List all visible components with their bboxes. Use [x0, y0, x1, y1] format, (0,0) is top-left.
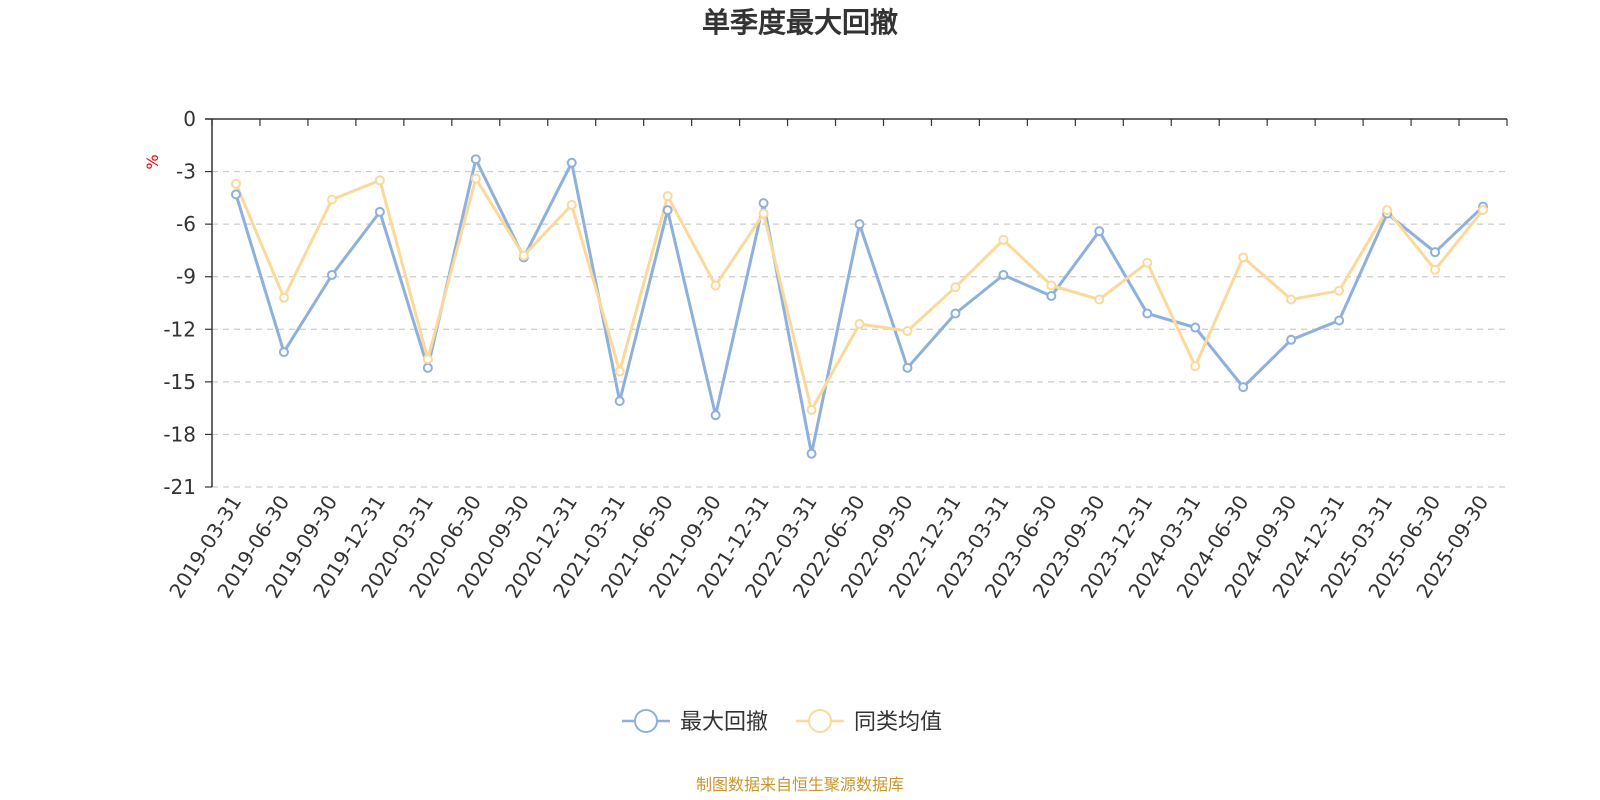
y-tick-label: -3	[176, 160, 196, 184]
chart-title: 单季度最大回撤	[702, 6, 898, 39]
data-point[interactable]	[902, 326, 913, 337]
data-point[interactable]	[1334, 315, 1345, 326]
data-point[interactable]	[710, 280, 721, 291]
data-point[interactable]	[710, 410, 721, 421]
data-point[interactable]	[1334, 285, 1345, 296]
data-point[interactable]	[806, 404, 817, 415]
data-point[interactable]	[230, 178, 241, 189]
data-point[interactable]	[470, 173, 481, 184]
data-point[interactable]	[278, 347, 289, 358]
data-point[interactable]	[806, 448, 817, 459]
y-tick-label: -6	[176, 212, 196, 236]
data-point[interactable]	[518, 250, 529, 261]
y-tick-label: 0	[183, 107, 196, 131]
y-tick-label: -9	[176, 265, 196, 289]
data-point[interactable]	[998, 269, 1009, 280]
data-point[interactable]	[902, 362, 913, 373]
y-tick-label: -18	[163, 422, 196, 446]
data-point[interactable]	[1478, 205, 1489, 216]
legend-label: 同类均值	[854, 710, 942, 735]
x-tick-labels: 2019-03-312019-06-302019-09-302019-12-31…	[164, 491, 1493, 602]
data-point[interactable]	[1430, 264, 1441, 275]
data-point[interactable]	[662, 205, 673, 216]
data-point[interactable]	[662, 191, 673, 202]
grid-lines	[212, 170, 1507, 488]
data-point[interactable]	[854, 219, 865, 230]
data-point[interactable]	[758, 198, 769, 209]
data-point[interactable]	[1190, 361, 1201, 372]
data-point[interactable]	[950, 308, 961, 319]
data-point[interactable]	[1142, 308, 1153, 319]
data-point[interactable]	[470, 154, 481, 165]
y-tick-label: -21	[163, 475, 196, 499]
data-point[interactable]	[758, 208, 769, 219]
data-point[interactable]	[1046, 280, 1057, 291]
data-point[interactable]	[1142, 257, 1153, 268]
data-point[interactable]	[326, 269, 337, 280]
data-point[interactable]	[950, 282, 961, 293]
data-point[interactable]	[1094, 294, 1105, 305]
series-lines	[230, 154, 1489, 459]
data-point[interactable]	[854, 319, 865, 330]
series-line	[234, 177, 1485, 412]
data-point[interactable]	[566, 157, 577, 168]
data-point[interactable]	[614, 366, 625, 377]
data-source-note: 制图数据来自恒生聚源数据库	[696, 775, 904, 794]
y-tick-label: -12	[163, 317, 196, 341]
legend-marker	[808, 709, 832, 733]
y-tick-labels: 0 -3 -6 -9 -12 -15 -18 -21	[163, 107, 196, 499]
data-point[interactable]	[326, 194, 337, 205]
data-point[interactable]	[422, 362, 433, 373]
data-point[interactable]	[1046, 290, 1057, 301]
data-point[interactable]	[614, 396, 625, 407]
data-point[interactable]	[566, 199, 577, 210]
data-point[interactable]	[1430, 247, 1441, 258]
data-point[interactable]	[1286, 294, 1297, 305]
data-point[interactable]	[1286, 334, 1297, 345]
data-point[interactable]	[422, 354, 433, 365]
series-line	[234, 157, 1485, 456]
legend-label: 最大回撤	[680, 710, 768, 735]
data-point[interactable]	[1238, 252, 1249, 263]
y-tick-label: -15	[163, 370, 196, 394]
data-point[interactable]	[998, 234, 1009, 245]
legend-item[interactable]: 同类均值	[796, 709, 942, 735]
legend-item[interactable]: 最大回撤	[622, 709, 768, 735]
data-point[interactable]	[374, 206, 385, 217]
data-point[interactable]	[1238, 382, 1249, 393]
legend-marker	[634, 709, 658, 733]
y-axis-unit-label: %	[143, 154, 162, 169]
data-point[interactable]	[230, 189, 241, 200]
legend[interactable]: 最大回撤 同类均值	[622, 709, 942, 735]
data-point[interactable]	[1094, 226, 1105, 237]
data-point[interactable]	[1190, 322, 1201, 333]
data-point[interactable]	[1382, 205, 1393, 216]
data-point[interactable]	[374, 175, 385, 186]
data-point[interactable]	[278, 292, 289, 303]
axes	[205, 118, 1508, 488]
